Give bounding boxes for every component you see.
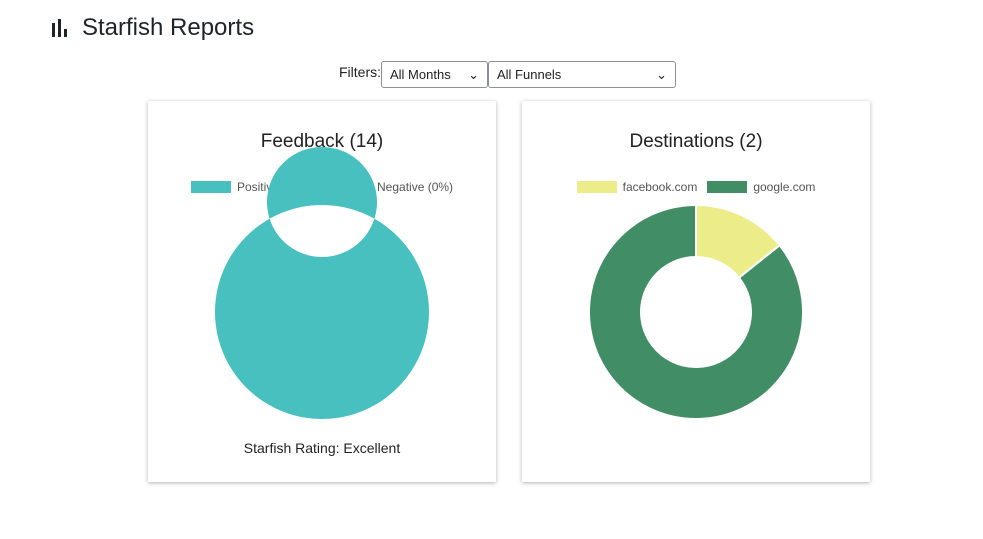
legend-item[interactable]: google.com (707, 180, 815, 194)
funnel-select-value: All Funnels (497, 67, 562, 82)
legend: facebook.com google.com (522, 180, 870, 194)
legend-label: Negative (0%) (377, 180, 454, 194)
page-title: Starfish Reports (82, 14, 255, 41)
chart-title: Destinations (2) (629, 131, 763, 152)
destinations-card: Destinations (2) facebook.com google.com (522, 101, 870, 482)
chart-title: Feedback (14) (260, 131, 384, 152)
donut-slice[interactable] (588, 203, 804, 420)
legend-swatch (190, 181, 231, 193)
filters-label: Filters: (339, 64, 381, 80)
month-select-value: All Months (390, 67, 451, 82)
feedback-card: Feedback (14) Positive (100%) Negative (… (148, 101, 496, 482)
legend-swatch (576, 181, 617, 193)
filters: Filters: All Months ⌄ All Funnels ⌄ (339, 61, 676, 88)
donut-chart (588, 203, 804, 420)
chevron-down-icon: ⌄ (468, 66, 479, 82)
donut-slice[interactable] (214, 147, 429, 420)
page-header: Starfish Reports (50, 14, 254, 42)
legend-item[interactable]: facebook.com (576, 180, 698, 194)
starfish-rating: Starfish Rating: Excellent (243, 440, 401, 456)
legend-label: facebook.com (622, 180, 698, 194)
legend-label: google.com (753, 180, 816, 194)
chevron-down-icon: ⌄ (656, 66, 667, 82)
donut-chart (214, 147, 429, 420)
funnel-select[interactable]: All Funnels ⌄ (488, 61, 676, 88)
month-select[interactable]: All Months ⌄ (381, 61, 488, 88)
bar-chart-icon (52, 19, 67, 37)
legend-swatch (707, 181, 748, 193)
